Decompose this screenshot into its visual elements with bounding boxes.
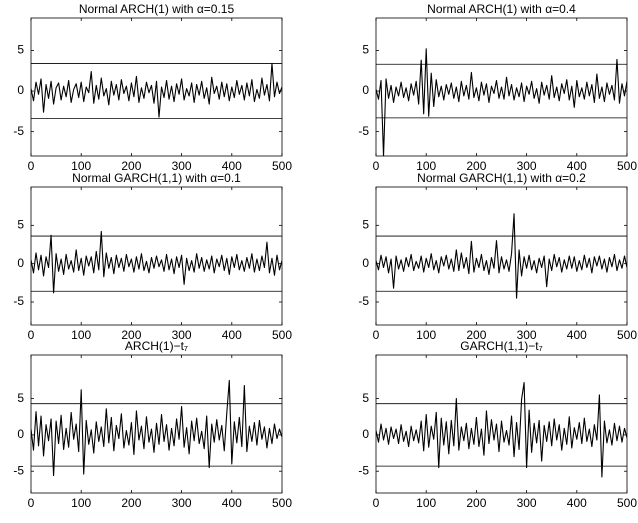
x-tick-label: 200 [121,159,141,173]
x-tick-label: 500 [617,159,637,173]
x-tick-label: 0 [28,159,35,173]
y-tick-label: 5 [362,218,369,232]
y-tick-label: 0 [17,427,24,441]
subplot-title: Normal GARCH(1,1) with α=0.1 [72,171,241,185]
y-tick-label: 0 [17,256,24,270]
y-tick-label: -5 [13,463,24,477]
y-tick-label: 0 [362,83,369,97]
y-tick-label: 0 [362,427,369,441]
subplot: Normal ARCH(1) with α=0.15 0 100 200 300 400 5… [13,2,292,173]
x-tick-label: 500 [617,496,637,510]
subplot-title: GARCH(1,1)−t₇ [460,339,542,353]
x-tick-label: 400 [222,159,242,173]
x-tick-label: 100 [71,159,91,173]
subplot: GARCH(1,1)−t₇ 0 100 200 300 400 500 -5 0 5 [358,339,637,510]
subplot: Normal ARCH(1) with α=0.40 100 200 300 400 50… [358,2,637,173]
x-tick-label: 400 [567,328,587,342]
x-tick-label: 300 [517,159,537,173]
y-tick-label: -5 [13,124,24,138]
y-tick-label: 5 [362,43,369,57]
x-tick-label: 300 [172,496,192,510]
x-tick-label: 300 [517,328,537,342]
series-line [376,213,627,299]
x-tick-label: 500 [272,328,292,342]
x-tick-label: 400 [222,328,242,342]
y-tick-label: 5 [17,43,24,57]
x-tick-label: 400 [567,496,587,510]
y-tick-label: 5 [362,391,369,405]
x-tick-label: 100 [416,328,436,342]
y-tick-label: 5 [17,391,24,405]
y-tick-label: 0 [362,256,369,270]
x-tick-label: 100 [416,496,436,510]
subplot: ARCH(1)−t₇ 0 100 200 300 400 500 -5 0 5 [13,339,292,510]
axes-box [375,186,628,326]
x-tick-label: 0 [373,496,380,510]
x-tick-label: 200 [466,328,486,342]
series-line [31,230,282,294]
y-tick-label: -5 [358,294,369,308]
series-line [31,62,282,118]
x-tick-label: 100 [416,159,436,173]
series-line [376,382,627,478]
x-tick-label: 400 [222,496,242,510]
x-tick-label: 200 [121,328,141,342]
y-tick-label: -5 [13,294,24,308]
series-line [31,379,282,477]
subplot-title: ARCH(1)−t₇ [125,339,188,353]
x-tick-label: 0 [28,496,35,510]
x-tick-label: 500 [272,159,292,173]
y-tick-label: -5 [358,463,369,477]
x-tick-label: 200 [466,496,486,510]
y-tick-label: 0 [17,83,24,97]
x-tick-label: 0 [28,328,35,342]
y-tick-label: 5 [17,218,24,232]
x-tick-label: 300 [517,496,537,510]
x-tick-label: 300 [172,328,192,342]
x-tick-label: 500 [617,328,637,342]
series-line [376,48,627,156]
x-tick-label: 0 [373,328,380,342]
x-tick-label: 500 [272,496,292,510]
x-tick-label: 0 [373,159,380,173]
x-tick-label: 400 [567,159,587,173]
subplot-title: Normal ARCH(1) with α=0.4 [427,2,576,16]
x-tick-label: 100 [71,496,91,510]
subplot-title: Normal ARCH(1) with α=0.15 [79,2,235,16]
subplot: Normal GARCH(1,1) with α=0.2 0 100 200 300 40… [358,171,637,342]
subplot-title: Normal GARCH(1,1) with α=0.2 [417,171,586,185]
x-tick-label: 100 [71,328,91,342]
x-tick-label: 300 [172,159,192,173]
subplot: Normal GARCH(1,1) with α=0.1 0 100 200 300 40… [13,171,292,342]
x-tick-label: 200 [121,496,141,510]
x-tick-label: 200 [466,159,486,173]
y-tick-label: -5 [358,124,369,138]
